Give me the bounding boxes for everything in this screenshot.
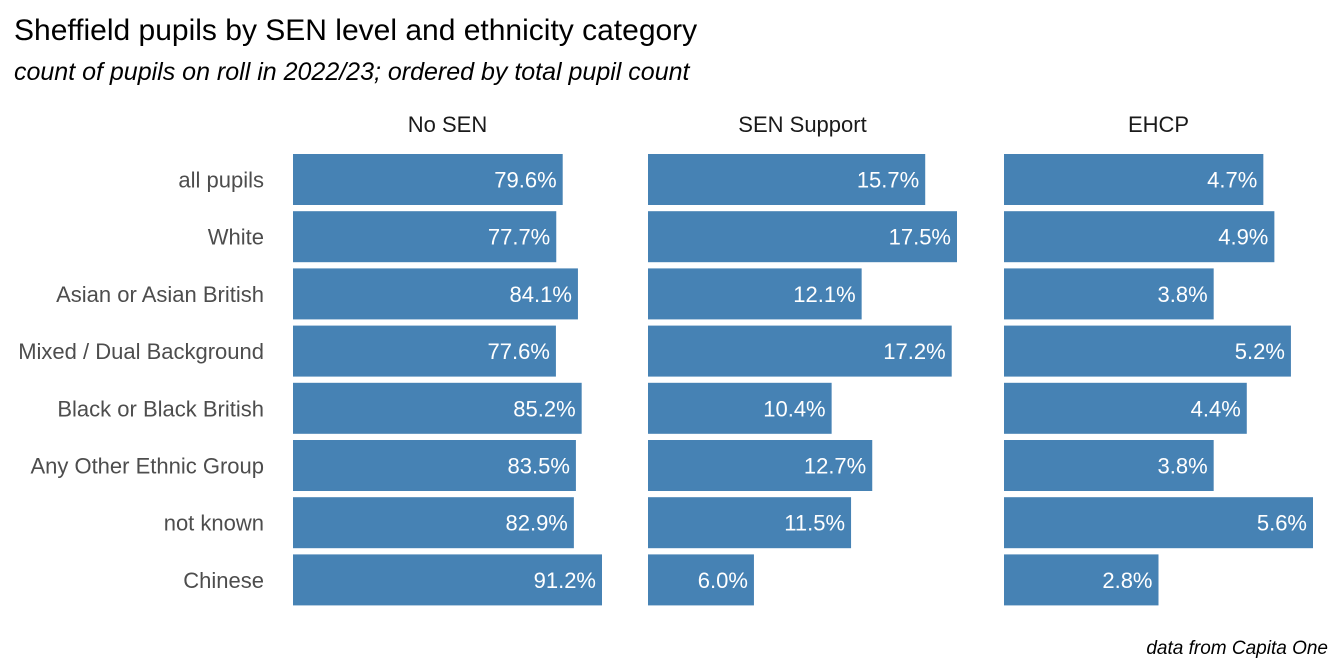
bar [648, 382, 832, 434]
bar-value-label: 85.2% [513, 396, 575, 421]
bar [293, 554, 602, 606]
bar [648, 497, 852, 549]
chart-subtitle: count of pupils on roll in 2022/23; orde… [14, 58, 691, 86]
bar [648, 440, 873, 491]
bar-value-label: 17.5% [889, 225, 951, 250]
category-label: Black or Black British [57, 396, 264, 421]
bar [293, 325, 556, 377]
bar-value-label: 12.1% [793, 282, 855, 307]
bar-value-label: 2.8% [1102, 568, 1152, 593]
bar-value-label: 5.2% [1235, 339, 1285, 364]
bar-value-label: 4.7% [1207, 168, 1257, 193]
bar [1004, 268, 1214, 320]
facet-panel-2: EHCP 4.7% 4.9% 3.8% 5.2% 4.4% 3.8% 5.6% 2.8% [1004, 112, 1313, 606]
bar-value-label: 4.4% [1191, 396, 1241, 421]
bar-value-label: 84.1% [510, 282, 572, 307]
chart-title: Sheffield pupils by SEN level and ethnic… [14, 14, 697, 47]
category-labels: all pupils White Asian or Asian British Mix… [18, 168, 264, 593]
bar-value-label: 11.5% [784, 511, 845, 536]
bar [1004, 440, 1214, 491]
bar-value-label: 15.7% [857, 168, 919, 193]
bar [293, 211, 557, 263]
bar-value-label: 83.5% [508, 454, 570, 479]
category-label: Asian or Asian British [56, 282, 264, 307]
bar-value-label: 17.2% [883, 339, 945, 364]
chart-caption: data from Capita One [1146, 638, 1328, 659]
bar [1004, 211, 1275, 263]
bar [648, 554, 754, 606]
bar [293, 440, 576, 491]
bar-value-label: 5.6% [1257, 511, 1307, 536]
bar [1004, 325, 1291, 377]
category-label: Mixed / Dual Background [18, 339, 264, 364]
category-label: all pupils [178, 168, 264, 193]
facet-label: No SEN [408, 112, 487, 137]
bar-value-label: 3.8% [1158, 454, 1208, 479]
bar-value-label: 6.0% [698, 568, 748, 593]
facet-label: SEN Support [738, 112, 866, 137]
facet-panels: No SEN 79.6% 77.7% 84.1% 77.6% 85.2% 83.5% 82.9… [293, 112, 1313, 606]
bar [293, 497, 574, 549]
bar [293, 268, 578, 320]
bar-value-label: 91.2% [534, 568, 596, 593]
bar [648, 154, 926, 205]
bar [293, 154, 563, 205]
bar [293, 382, 582, 434]
bar [648, 211, 957, 263]
bar-value-label: 4.9% [1218, 225, 1268, 250]
category-label: Any Other Ethnic Group [30, 454, 264, 479]
category-label: White [208, 225, 264, 250]
bar [1004, 497, 1313, 549]
bar [1004, 382, 1247, 434]
bar-value-label: 79.6% [494, 168, 556, 193]
category-label: not known [164, 511, 264, 536]
category-label: Chinese [183, 568, 264, 593]
bar-value-label: 77.6% [488, 339, 550, 364]
bar-value-label: 82.9% [505, 511, 567, 536]
bar-value-label: 77.7% [488, 225, 550, 250]
bar-value-label: 3.8% [1158, 282, 1208, 307]
bar-value-label: 10.4% [763, 396, 825, 421]
bar [648, 268, 862, 320]
facet-label: EHCP [1128, 112, 1189, 137]
bar [648, 325, 952, 377]
bar [1004, 154, 1264, 205]
bar-value-label: 12.7% [804, 454, 866, 479]
facet-panel-1: SEN Support 15.7% 17.5% 12.1% 17.2% 10.4% 12.7… [648, 112, 957, 606]
facet-panel-0: No SEN 79.6% 77.7% 84.1% 77.6% 85.2% 83.5% 82.9… [293, 112, 602, 606]
bar [1004, 554, 1159, 606]
